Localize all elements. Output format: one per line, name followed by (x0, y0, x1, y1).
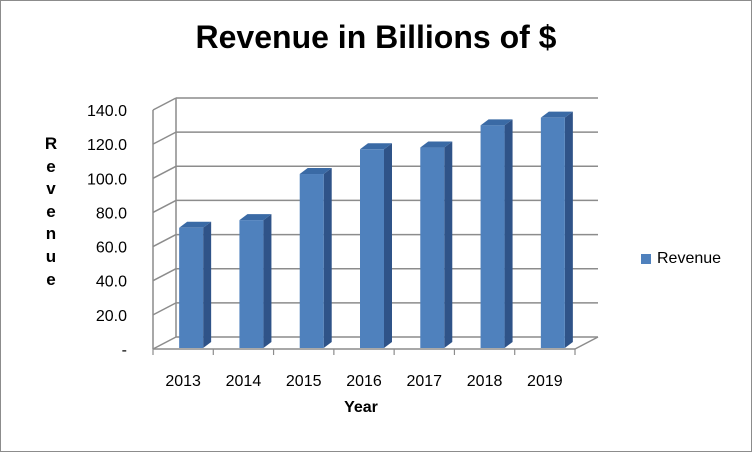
floor-right-edge (574, 336, 599, 350)
x-tick-label: 2015 (286, 373, 322, 390)
y-tick-label: 100.0 (87, 171, 127, 188)
bar (179, 221, 212, 348)
y-tick-label: 60.0 (96, 240, 127, 257)
y-tick-label: 140.0 (87, 103, 127, 120)
gridline (152, 97, 598, 111)
x-tick-labels: 2013 2014 2015 2016 2017 2018 2019 (165, 373, 562, 390)
bar (420, 141, 453, 348)
bar (299, 168, 332, 348)
y-axis-label-letter: e (46, 269, 56, 289)
bar (360, 143, 392, 348)
y-axis-label-letter: e (46, 156, 56, 176)
bar (239, 214, 272, 348)
y-axis-label-letter: n (45, 224, 57, 244)
y-axis-label-letter: v (46, 179, 56, 199)
legend: Revenue (641, 250, 721, 268)
y-axis-label-letter: u (45, 246, 57, 266)
chart-title: Revenue in Billions of $ (195, 19, 557, 55)
x-tick-label: 2019 (527, 373, 563, 390)
y-tick-label: 120.0 (87, 137, 127, 154)
y-tick-labels: - 20.0 40.0 60.0 80.0 100.0 120.0 140.0 (87, 103, 127, 359)
y-axis-label-letter: R (44, 134, 58, 153)
y-axis-label-letter: e (46, 201, 56, 221)
x-tick-label: 2013 (165, 373, 201, 390)
x-tick-label: 2014 (226, 373, 262, 390)
y-tick-label: 20.0 (96, 308, 127, 325)
y-tick-label: 80.0 (96, 205, 127, 222)
x-axis-label: Year (344, 399, 378, 416)
x-tick-label: 2018 (467, 373, 503, 390)
legend-label: Revenue (657, 250, 722, 267)
gridline (152, 131, 598, 145)
x-tick-label: 2016 (346, 373, 382, 390)
y-tick-label: 40.0 (96, 274, 127, 291)
bar (540, 111, 573, 348)
bar (480, 119, 513, 348)
y-tick-label: - (122, 342, 127, 359)
x-tick-label: 2017 (406, 373, 442, 390)
bars (179, 111, 573, 348)
legend-swatch (641, 254, 651, 264)
